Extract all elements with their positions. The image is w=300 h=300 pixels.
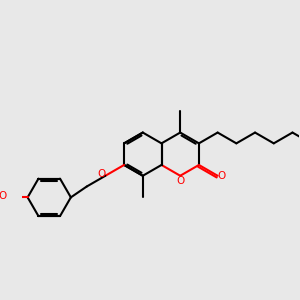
Text: O: O [176, 176, 184, 186]
Text: O: O [0, 191, 7, 201]
Text: O: O [217, 171, 225, 181]
Text: O: O [98, 169, 106, 179]
